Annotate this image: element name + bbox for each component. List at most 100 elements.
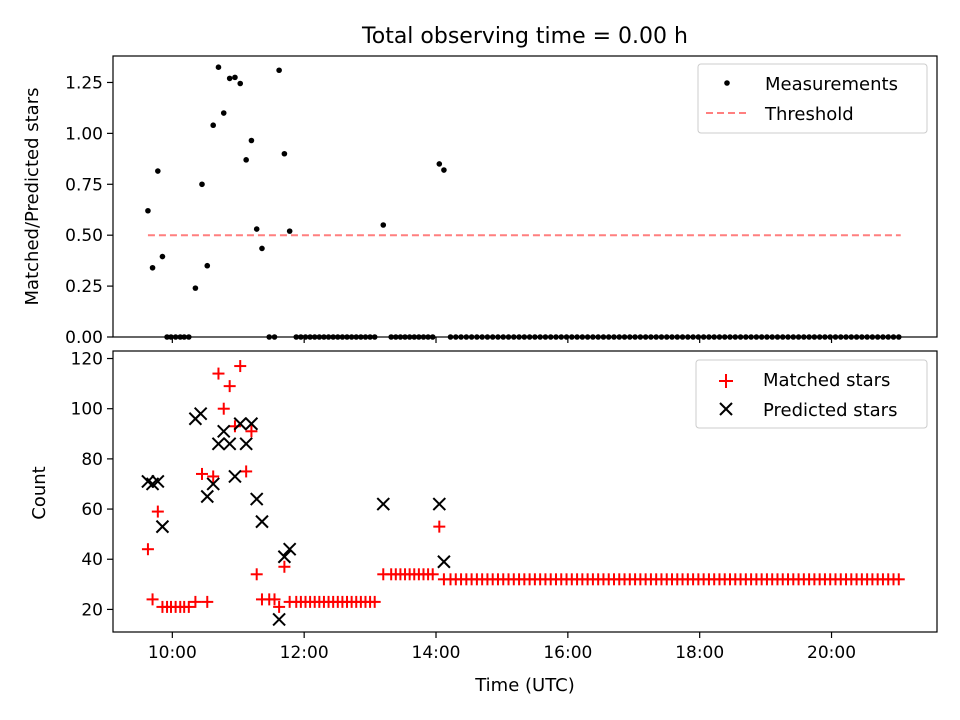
matched-stars-point (141, 543, 154, 556)
predicted-stars-point (155, 519, 170, 534)
bottom-x-tick-label: 10:00 (148, 643, 197, 663)
bottom-x-tick-label: 12:00 (280, 643, 329, 663)
matched-stars-point (245, 425, 258, 438)
bottom-x-ticks: 10:00 12:00 14:00 16:00 18:00 20:00 (148, 632, 856, 663)
top-legend-box (697, 63, 928, 134)
bottom-y-ticks: 20 40 60 80 100 120 (71, 350, 113, 620)
predicted-stars-point (217, 424, 231, 438)
measurements-point (226, 75, 233, 82)
matched-stars-point (189, 595, 202, 608)
measurements-point (210, 122, 216, 129)
top-y-tick-label: 0.25 (65, 277, 103, 297)
figure-title: Total observing time = 0.00 h (361, 24, 688, 49)
bottom-legend-box (695, 359, 928, 429)
measurements-point (220, 110, 227, 116)
bottom-x-axis-label: Time (UTC) (474, 675, 575, 696)
measurements-point (281, 150, 288, 157)
measurements-point (441, 167, 447, 173)
measurements-point (436, 161, 443, 167)
bottom-y-axis-label: Count (29, 466, 50, 519)
bottom-x-tick-label: 16:00 (543, 643, 592, 663)
legend-threshold-label: Threshold (764, 104, 854, 125)
top-y-axis-label: Matched/Predicted stars (22, 88, 43, 306)
matched-stars-point (151, 505, 164, 518)
top-y-tick-label: 0.50 (65, 226, 103, 246)
matched-stars-point (433, 520, 446, 533)
top-y-tick-label: 0.75 (65, 175, 103, 195)
predicted-stars-point (206, 477, 220, 491)
measurements-point (199, 181, 205, 188)
legend-measurements-marker (724, 80, 730, 86)
predicted-stars-point (222, 437, 237, 451)
legend-measurements-label: Measurements (765, 74, 898, 95)
top-y-ticks: 0.00 0.25 0.50 0.75 1.00 1.25 (65, 73, 113, 348)
predicted-stars-point (432, 497, 447, 511)
matched-stars-point (268, 593, 281, 606)
bottom-x-tick-label: 14:00 (412, 643, 461, 663)
top-y-tick-label: 1.00 (65, 124, 103, 144)
bottom-panel: 20 40 60 80 100 120 10:00 12:00 14:00 16:00 18:00… (29, 350, 938, 696)
matched-stars-point (201, 595, 214, 608)
predicted-stars-point (437, 555, 451, 569)
bottom-y-tick-label: 100 (71, 400, 103, 420)
measurements-point (259, 245, 265, 252)
measurements-point (286, 228, 293, 234)
predicted-stars-point (282, 542, 297, 556)
top-panel: 0.00 0.25 0.50 0.75 1.00 1.25 Matched/Predict… (22, 55, 938, 348)
top-x-ticks (171, 337, 833, 343)
bottom-legend: Matched stars Predicted stars (695, 359, 928, 429)
measurements-point (215, 64, 222, 70)
predicted-stars-point (244, 417, 259, 431)
matched-stars-point (217, 402, 230, 415)
bottom-marks (141, 360, 905, 627)
matched-stars-point (892, 573, 905, 586)
predicted-stars-point (272, 612, 286, 627)
measurements-point (204, 262, 211, 269)
measurements-point (232, 74, 238, 81)
predicted-stars-point (249, 492, 264, 506)
measurements-point (192, 285, 199, 291)
matched-stars-point (223, 380, 236, 393)
top-y-tick-label: 1.25 (65, 73, 103, 93)
bottom-y-tick-label: 40 (81, 550, 103, 570)
legend-matched-marker (719, 374, 733, 388)
measurements-point (243, 157, 249, 163)
measurements-point (159, 253, 166, 260)
predicted-stars-point (376, 497, 390, 511)
predicted-stars-point (255, 514, 269, 529)
matched-stars-point (146, 593, 159, 606)
measurements-point (237, 80, 244, 87)
predicted-stars-point (151, 474, 165, 489)
bottom-x-tick-label: 18:00 (675, 643, 724, 663)
matched-stars-point (273, 600, 286, 613)
bottom-y-tick-label: 60 (81, 500, 103, 520)
bottom-y-tick-label: 120 (71, 350, 103, 370)
matched-stars-point (278, 560, 291, 573)
measurements-point (276, 67, 282, 74)
legend-predicted-marker (719, 402, 733, 416)
predicted-stars-point (239, 437, 253, 451)
bottom-x-tick-label: 20:00 (807, 643, 856, 663)
measurements-point (149, 264, 156, 271)
legend-predicted-label: Predicted stars (763, 400, 897, 421)
matched-stars-point (426, 568, 439, 581)
bottom-y-tick-label: 20 (81, 600, 103, 620)
matched-stars-point (240, 465, 253, 478)
measurements-point (248, 137, 255, 144)
top-legend: Measurements Threshold (697, 63, 928, 134)
measurements-point (145, 207, 151, 214)
matched-stars-point (234, 360, 247, 373)
predicted-stars-point (200, 489, 214, 504)
matched-stars-point (182, 600, 195, 613)
predicted-stars-point (193, 407, 208, 421)
top-axes-frame (112, 55, 938, 338)
measurements-point (155, 168, 161, 174)
predicted-stars-point (228, 469, 242, 484)
measurements-point (253, 226, 260, 232)
predicted-stars-point (211, 437, 226, 451)
legend-matched-label: Matched stars (763, 370, 890, 391)
bottom-y-tick-label: 80 (81, 450, 103, 470)
matched-stars-point (207, 470, 220, 483)
measurements-point (380, 222, 387, 228)
